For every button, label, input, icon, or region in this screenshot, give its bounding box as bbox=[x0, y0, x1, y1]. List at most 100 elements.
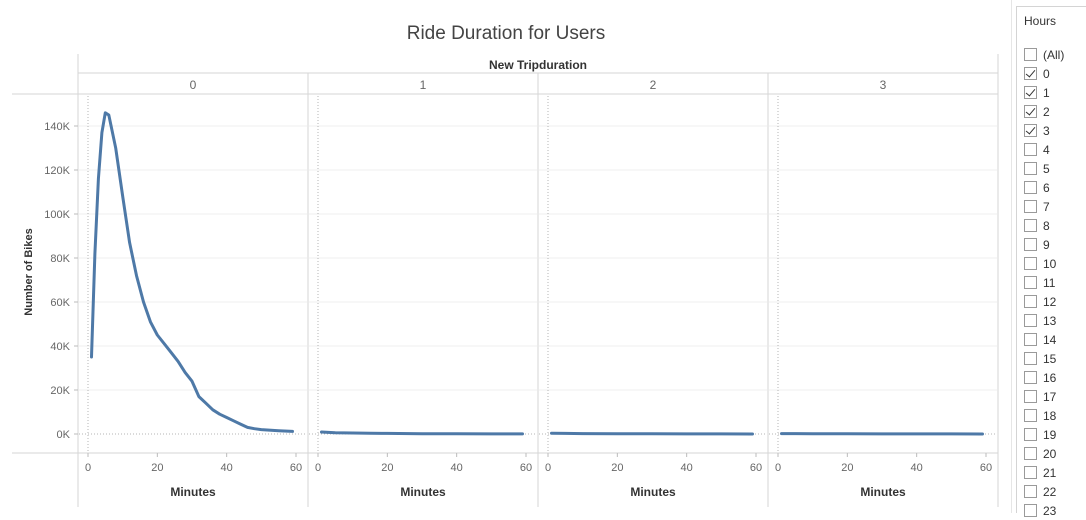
filter-item-9[interactable]: 9 bbox=[1024, 235, 1050, 254]
filter-item-10[interactable]: 10 bbox=[1024, 254, 1056, 273]
y-tick-label: 20K bbox=[50, 385, 70, 397]
filter-item-4[interactable]: 4 bbox=[1024, 140, 1050, 159]
x-tick-label: 20 bbox=[151, 462, 163, 474]
filter-item-label: 11 bbox=[1043, 276, 1055, 290]
filter-item-17[interactable]: 17 bbox=[1024, 387, 1056, 406]
checkbox[interactable] bbox=[1024, 219, 1037, 232]
checkbox[interactable] bbox=[1024, 257, 1037, 270]
filter-item-label: 2 bbox=[1043, 105, 1050, 119]
chart-frame bbox=[12, 54, 998, 507]
column-header: New Tripduration bbox=[489, 58, 587, 72]
filter-item-label: 7 bbox=[1043, 200, 1050, 214]
x-tick-label: 0 bbox=[775, 462, 781, 474]
filter-item-7[interactable]: 7 bbox=[1024, 197, 1050, 216]
filter-item-all[interactable]: (All) bbox=[1024, 45, 1064, 64]
y-tick-label: 80K bbox=[50, 253, 70, 265]
checkbox[interactable] bbox=[1024, 162, 1037, 175]
filter-item-18[interactable]: 18 bbox=[1024, 406, 1056, 425]
x-tick-label: 60 bbox=[290, 462, 302, 474]
x-tick-label: 0 bbox=[545, 462, 551, 474]
filter-item-label: 1 bbox=[1043, 86, 1050, 100]
filter-item-label: 10 bbox=[1043, 257, 1056, 271]
filter-item-1[interactable]: 1 bbox=[1024, 83, 1050, 102]
checkbox[interactable] bbox=[1024, 314, 1037, 327]
filter-item-label: 14 bbox=[1043, 333, 1056, 347]
filter-item-23[interactable]: 23 bbox=[1024, 501, 1056, 520]
filter-item-19[interactable]: 19 bbox=[1024, 425, 1056, 444]
checkbox[interactable] bbox=[1024, 67, 1037, 80]
filter-item-11[interactable]: 11 bbox=[1024, 273, 1055, 292]
x-tick-label: 40 bbox=[681, 462, 693, 474]
x-tick-label: 0 bbox=[315, 462, 321, 474]
filter-item-21[interactable]: 21 bbox=[1024, 463, 1056, 482]
checkbox[interactable] bbox=[1024, 466, 1037, 479]
checkbox[interactable] bbox=[1024, 295, 1037, 308]
checkbox[interactable] bbox=[1024, 390, 1037, 403]
filter-item-14[interactable]: 14 bbox=[1024, 330, 1056, 349]
checkbox[interactable] bbox=[1024, 428, 1037, 441]
filter-item-16[interactable]: 16 bbox=[1024, 368, 1056, 387]
filter-item-label: 20 bbox=[1043, 447, 1056, 461]
checkbox[interactable] bbox=[1024, 409, 1037, 422]
y-tick-label: 120K bbox=[44, 165, 70, 177]
filter-item-15[interactable]: 15 bbox=[1024, 349, 1056, 368]
filter-item-label: 3 bbox=[1043, 124, 1050, 138]
filter-item-label: 23 bbox=[1043, 504, 1056, 518]
checkbox[interactable] bbox=[1024, 504, 1037, 517]
filter-item-label: (All) bbox=[1043, 48, 1064, 62]
filter-item-12[interactable]: 12 bbox=[1024, 292, 1056, 311]
y-tick-label: 100K bbox=[44, 209, 70, 221]
checkbox[interactable] bbox=[1024, 48, 1037, 61]
checkbox[interactable] bbox=[1024, 181, 1037, 194]
filter-item-0[interactable]: 0 bbox=[1024, 64, 1050, 83]
checkbox[interactable] bbox=[1024, 371, 1037, 384]
y-tick-label: 40K bbox=[50, 341, 70, 353]
checkbox[interactable] bbox=[1024, 143, 1037, 156]
x-axis-label: Minutes bbox=[400, 485, 446, 499]
filter-item-label: 21 bbox=[1043, 466, 1056, 480]
panel-header-label: 1 bbox=[420, 78, 427, 92]
checkbox[interactable] bbox=[1024, 200, 1037, 213]
filter-item-label: 12 bbox=[1043, 295, 1056, 309]
panel-header-label: 3 bbox=[880, 78, 887, 92]
checkbox[interactable] bbox=[1024, 105, 1037, 118]
checkbox[interactable] bbox=[1024, 485, 1037, 498]
filter-item-label: 5 bbox=[1043, 162, 1050, 176]
filter-item-13[interactable]: 13 bbox=[1024, 311, 1056, 330]
y-axis-label: Number of Bikes bbox=[23, 228, 35, 315]
filter-item-5[interactable]: 5 bbox=[1024, 159, 1050, 178]
y-tick-label: 60K bbox=[50, 297, 70, 309]
filter-item-label: 16 bbox=[1043, 371, 1056, 385]
line-chart: Ride Duration for Users New Tripduration… bbox=[0, 0, 1012, 513]
filter-item-3[interactable]: 3 bbox=[1024, 121, 1050, 140]
filter-item-label: 19 bbox=[1043, 428, 1056, 442]
y-tick-label: 140K bbox=[44, 121, 70, 133]
filter-item-22[interactable]: 22 bbox=[1024, 482, 1056, 501]
filter-item-6[interactable]: 6 bbox=[1024, 178, 1050, 197]
checkbox[interactable] bbox=[1024, 352, 1037, 365]
x-tick-label: 40 bbox=[911, 462, 923, 474]
checkbox[interactable] bbox=[1024, 447, 1037, 460]
chart-title: Ride Duration for Users bbox=[407, 23, 606, 44]
series-line-hour-2 bbox=[552, 433, 753, 434]
filter-item-8[interactable]: 8 bbox=[1024, 216, 1050, 235]
filter-item-label: 15 bbox=[1043, 352, 1056, 366]
panel-header-label: 0 bbox=[190, 78, 197, 92]
checkbox[interactable] bbox=[1024, 276, 1037, 289]
checkbox[interactable] bbox=[1024, 124, 1037, 137]
checkbox[interactable] bbox=[1024, 86, 1037, 99]
checkbox[interactable] bbox=[1024, 333, 1037, 346]
checkbox[interactable] bbox=[1024, 238, 1037, 251]
filter-item-20[interactable]: 20 bbox=[1024, 444, 1056, 463]
panel-header-label: 2 bbox=[650, 78, 657, 92]
series-line-hour-0 bbox=[92, 113, 293, 432]
filter-item-label: 0 bbox=[1043, 67, 1050, 81]
filter-item-2[interactable]: 2 bbox=[1024, 102, 1050, 121]
x-tick-label: 60 bbox=[980, 462, 992, 474]
